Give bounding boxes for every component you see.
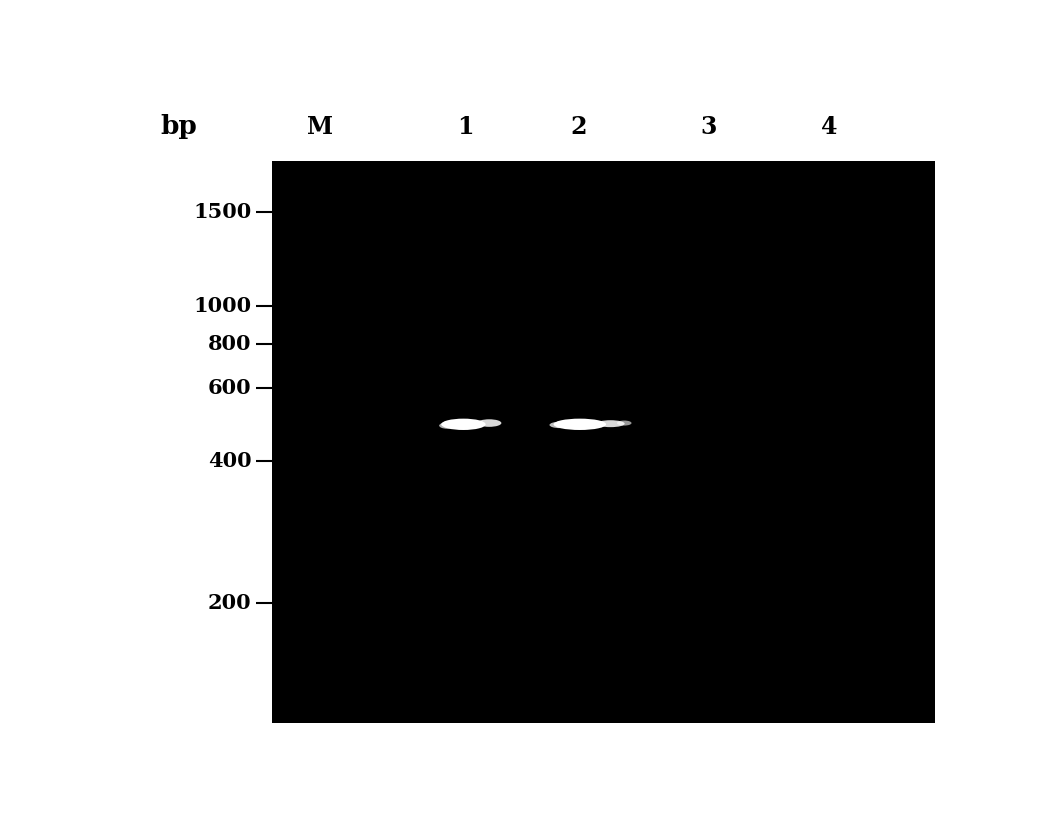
Text: 400: 400: [208, 451, 251, 471]
Ellipse shape: [477, 419, 502, 427]
Ellipse shape: [441, 419, 486, 430]
Ellipse shape: [550, 422, 569, 428]
Ellipse shape: [451, 420, 468, 428]
Text: 2: 2: [571, 115, 587, 138]
Ellipse shape: [439, 423, 456, 428]
Text: 600: 600: [208, 378, 251, 398]
Ellipse shape: [554, 419, 606, 430]
Text: 800: 800: [209, 334, 251, 355]
Ellipse shape: [597, 420, 625, 428]
Text: 1: 1: [458, 115, 475, 138]
Text: 4: 4: [821, 115, 838, 138]
Bar: [272, 161, 935, 722]
Ellipse shape: [617, 420, 632, 426]
Text: 3: 3: [700, 115, 717, 138]
Ellipse shape: [568, 420, 588, 428]
Text: 1000: 1000: [194, 296, 251, 316]
Text: bp: bp: [161, 114, 197, 139]
Text: M: M: [308, 115, 334, 138]
Text: 1500: 1500: [193, 201, 251, 222]
Text: 200: 200: [208, 593, 251, 613]
